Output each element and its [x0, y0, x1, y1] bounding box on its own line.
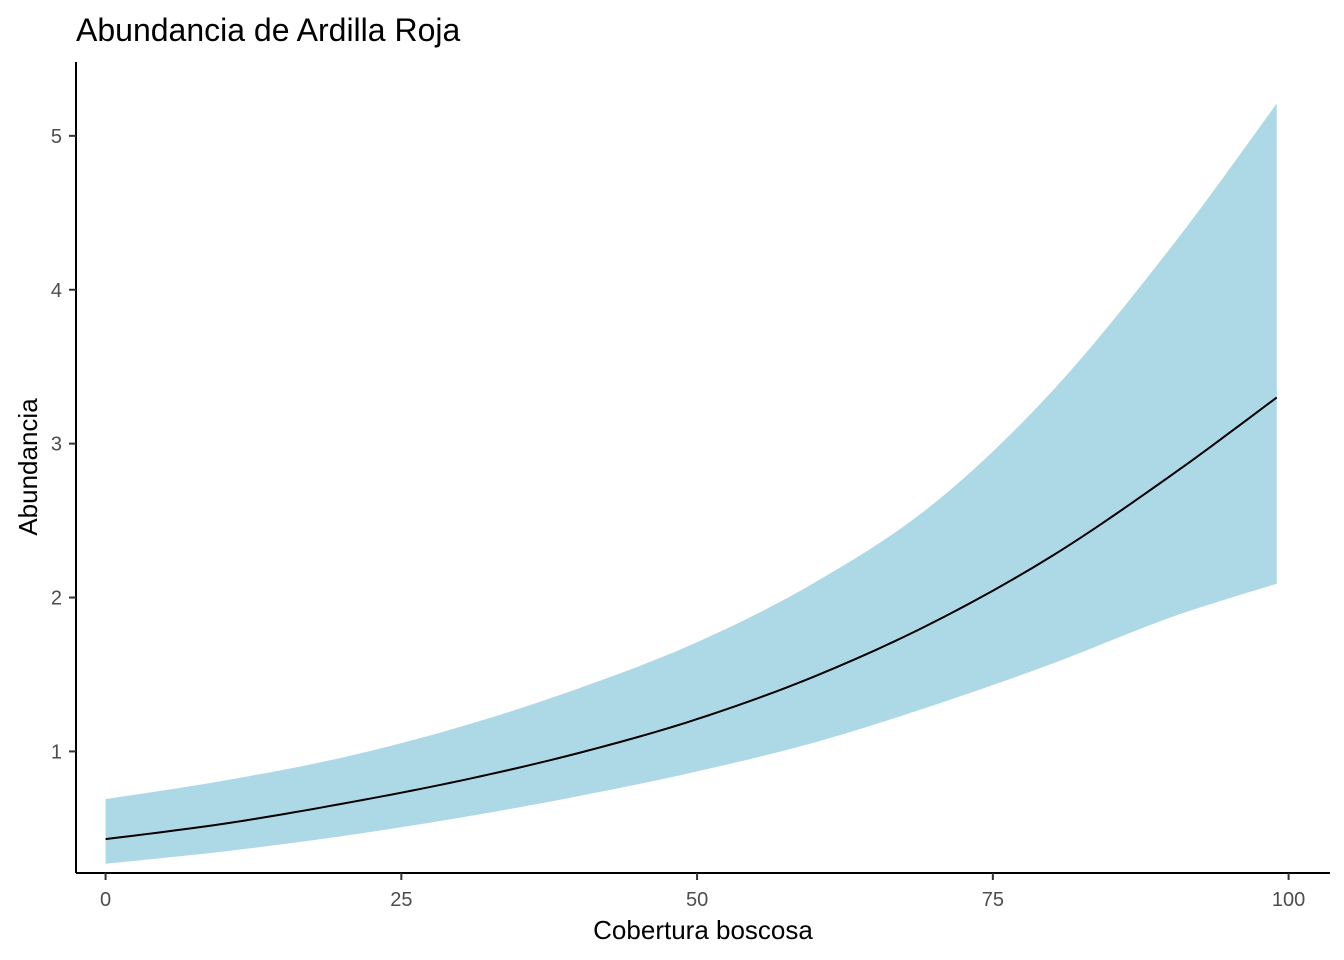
- y-tick-label: 3: [51, 434, 62, 456]
- y-axis-label: Abundancia: [13, 398, 43, 536]
- x-tick-label: 25: [390, 889, 412, 911]
- x-axis-ticks: 0 25 50 75 100: [100, 873, 1305, 911]
- plot-area: [105, 103, 1278, 864]
- y-tick-label: 1: [51, 741, 62, 763]
- y-tick-label: 4: [51, 280, 62, 302]
- x-tick-label: 50: [686, 889, 708, 911]
- x-tick-label: 100: [1272, 889, 1305, 911]
- chart-title: Abundancia de Ardilla Roja: [76, 12, 460, 48]
- y-axis-ticks: 1 2 3 4 5: [51, 126, 76, 763]
- y-tick-label: 2: [51, 588, 62, 610]
- y-tick-label: 5: [51, 126, 62, 148]
- x-tick-label: 75: [982, 889, 1004, 911]
- mean-line: [105, 396, 1278, 841]
- x-axis-label: Cobertura boscosa: [593, 915, 813, 945]
- confidence-ribbon: [105, 103, 1277, 864]
- x-tick-label: 0: [100, 889, 111, 911]
